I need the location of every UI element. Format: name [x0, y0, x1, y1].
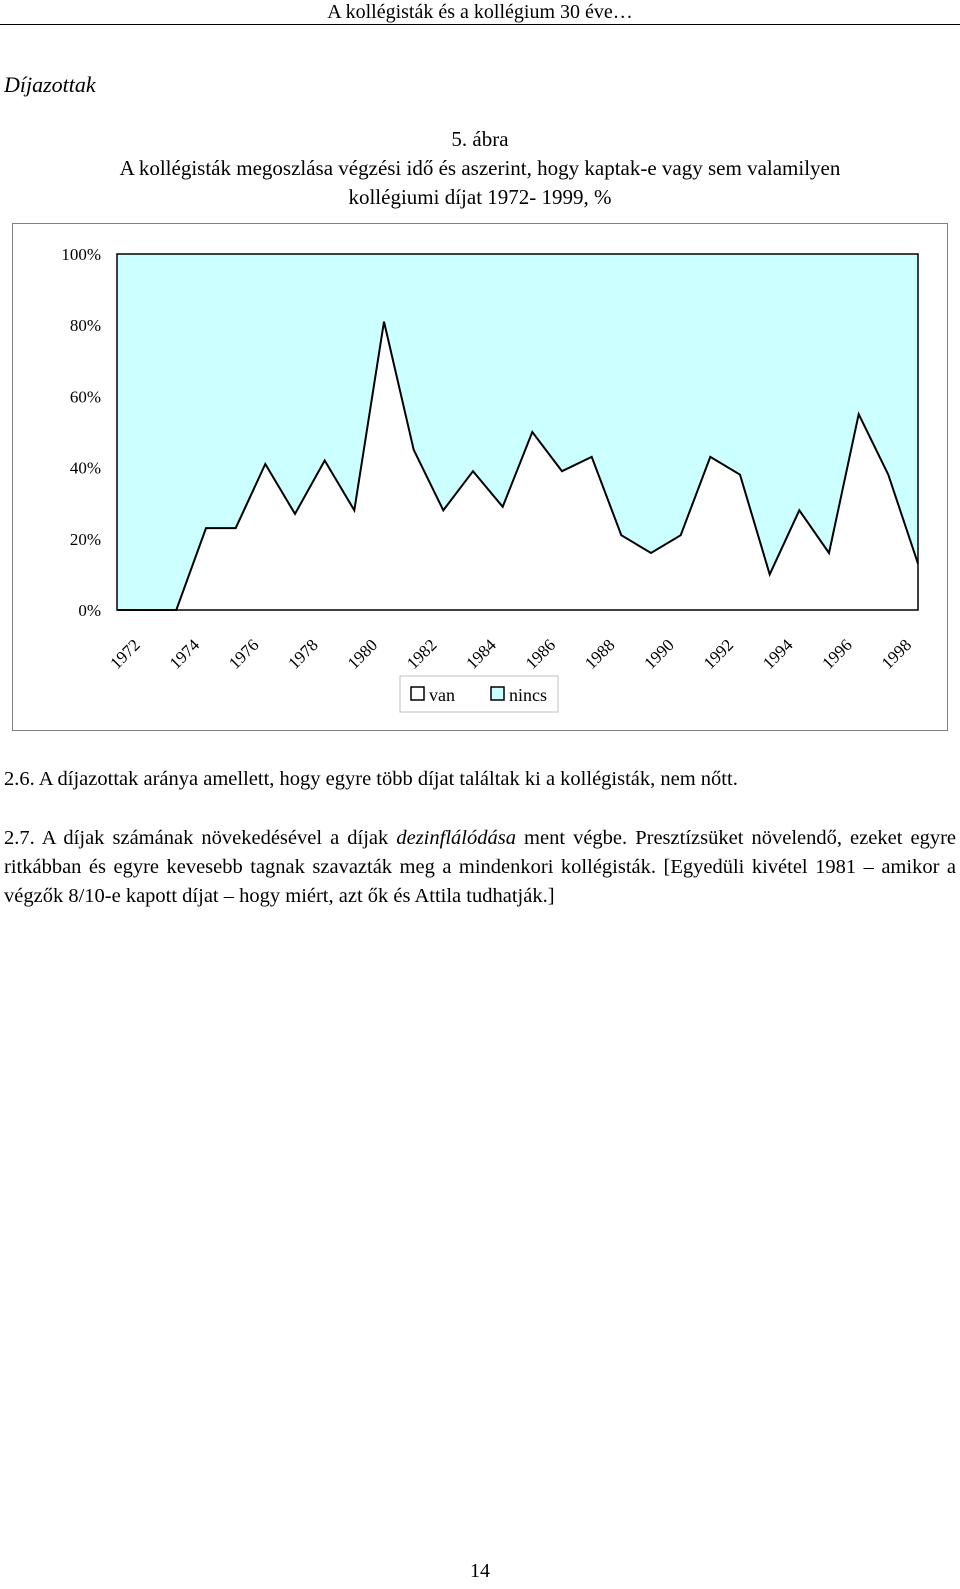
legend-label-van: van [429, 685, 455, 705]
y-tick-label: 20% [70, 530, 101, 549]
figure-number: 5. ábra [451, 127, 509, 151]
y-tick-label: 60% [70, 387, 101, 406]
figure-caption-line-2: kollégiumi díjat 1972- 1999, % [348, 185, 612, 209]
chart-svg: 0%20%40%60%80%100%1972 1974 1976 1978 1980 19… [12, 223, 948, 731]
legend-label-nincs: nincs [509, 685, 547, 705]
y-tick-label: 0% [78, 601, 101, 620]
series-boundary-line [117, 321, 919, 611]
running-header: A kollégisták és a kollégium 30 éve… [0, 0, 960, 25]
figure-caption: 5. ábra A kollégisták megoszlása végzési… [0, 125, 960, 212]
page-number: 14 [470, 1560, 490, 1582]
paragraph-2-6: 2.6. A díjazottak aránya amellett, hogy … [4, 768, 738, 790]
y-tick-label: 100% [61, 245, 101, 264]
chart: 0% 20% 40% 60% 80% 100% 1972 1974 1976 1978 1980 19… [12, 223, 948, 731]
series-area-van [117, 321, 918, 610]
paragraph-2-7: 2.7. A díjak számának növekedésével a dí… [4, 824, 956, 911]
section-title: Díjazottak [4, 72, 96, 97]
paragraph-2-7-emphasis: dezinflálódása [396, 827, 516, 849]
legend-swatch-van [410, 686, 425, 701]
legend-swatch-nincs [490, 686, 505, 701]
plot-area-border [116, 253, 919, 611]
y-tick-label: 40% [70, 459, 101, 478]
paragraph-2-7-part-2: ment végbe. Presztízsüket növelendő, eze… [4, 827, 956, 907]
figure-caption-line-1: A kollégisták megoszlása végzési idő és … [119, 156, 841, 180]
paragraph-2-7-part-1: 2.7. A díjak számának növekedésével a dí… [4, 827, 397, 849]
y-tick-label: 80% [70, 316, 101, 335]
legend-box [399, 675, 559, 713]
